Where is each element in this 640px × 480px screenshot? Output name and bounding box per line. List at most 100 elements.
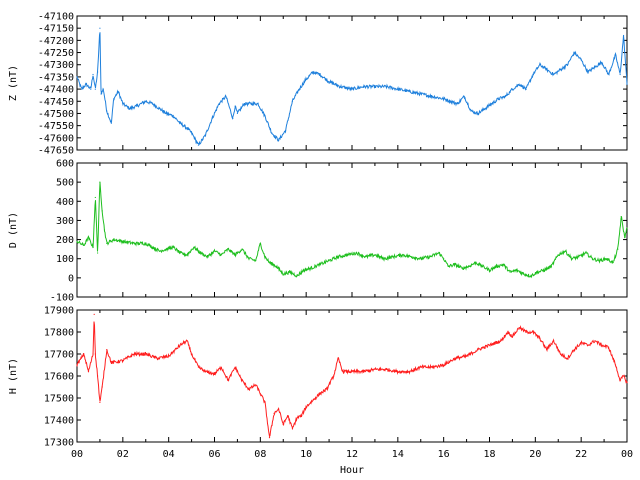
y-tick-label-z: -47450 [38, 97, 74, 108]
data-point-h [465, 355, 468, 357]
y-tick-label-h: 17600 [44, 372, 74, 383]
y-tick-label-h: 17300 [44, 438, 74, 449]
data-point-z [470, 110, 472, 112]
data-point-z [587, 71, 589, 73]
data-point-z [97, 71, 99, 73]
data-point-h [619, 379, 621, 381]
data-point-h [259, 393, 261, 395]
data-point-z [449, 100, 452, 102]
y-tick-label-z: -47250 [38, 48, 74, 59]
data-point-h [342, 371, 344, 373]
data-point-h [539, 338, 541, 340]
data-point-z [443, 98, 445, 100]
data-point-h [477, 349, 479, 351]
data-point-d [355, 252, 358, 254]
data-point-z [328, 81, 330, 83]
data-point-z [271, 132, 273, 134]
y-tick-label-z: -47400 [38, 85, 74, 96]
data-point-h [420, 366, 422, 368]
data-point-d [578, 256, 580, 258]
data-point-h [580, 342, 582, 344]
data-point-z [362, 86, 365, 88]
data-point-d [99, 181, 101, 183]
data-point-h [566, 357, 569, 359]
data-point-h [594, 340, 596, 342]
data-point-d [585, 252, 587, 254]
y-tick-label-z: -47300 [38, 60, 74, 71]
data-point-h [546, 349, 548, 351]
data-point-d [83, 244, 85, 246]
data-point-d [87, 237, 90, 239]
data-point-z [264, 115, 266, 117]
data-point-d [186, 254, 188, 256]
data-point-z [397, 88, 399, 90]
data-point-z [99, 27, 101, 29]
y-tick-label-d: 600 [56, 159, 74, 170]
data-point-d [598, 260, 601, 262]
data-point-z [525, 88, 527, 90]
data-point-z [566, 64, 569, 66]
data-point-d [509, 271, 511, 273]
data-point-d [220, 254, 222, 256]
panel-h: 17900 17800 17700 17600 17500 17400 17300 H (nT… [8, 306, 633, 477]
data-point-d [626, 227, 628, 229]
x-tick-label: 12 [346, 449, 358, 460]
data-point-z [152, 103, 154, 105]
y-axis-label-d: D (nT) [8, 212, 19, 248]
data-point-z [339, 86, 342, 88]
data-point-h [106, 349, 108, 351]
data-point-d [447, 265, 449, 267]
data-point-h [431, 366, 433, 368]
data-point-h [507, 331, 509, 333]
data-point-d [461, 267, 463, 269]
data-point-d [97, 252, 99, 254]
data-point-h [408, 371, 410, 373]
data-point-h [511, 335, 514, 337]
y-tick-label-h: 17900 [44, 306, 74, 317]
data-point-h [500, 340, 502, 342]
data-point-d [158, 250, 161, 252]
data-point-z [532, 73, 534, 76]
data-point-d [488, 269, 491, 271]
data-point-z [85, 83, 87, 85]
data-point-h [573, 349, 575, 351]
data-point-d [122, 240, 124, 243]
y-tick-label-d: -100 [50, 293, 74, 304]
data-point-z [102, 88, 104, 90]
data-point-z [594, 66, 596, 68]
data-point-h [326, 388, 328, 390]
data-point-h [614, 364, 617, 366]
data-point-z [484, 107, 486, 110]
data-point-z [236, 112, 239, 115]
data-point-h [213, 373, 216, 375]
data-point-h [197, 366, 200, 368]
data-point-d [502, 263, 504, 266]
data-point-z [145, 100, 147, 102]
data-point-h [351, 371, 353, 373]
data-point-d [564, 250, 566, 252]
data-point-z [122, 103, 124, 105]
data-point-h [626, 382, 628, 384]
data-point-z [225, 95, 227, 97]
data-point-h [282, 423, 284, 425]
data-point-d [550, 265, 552, 267]
data-point-h [559, 353, 562, 355]
data-point-d [193, 246, 195, 248]
data-point-h [97, 375, 99, 377]
data-point-d [620, 216, 622, 218]
data-point-h [122, 360, 124, 362]
data-point-z [374, 86, 376, 88]
data-point-z [319, 73, 321, 76]
data-point-z [559, 69, 562, 71]
data-point-z [234, 105, 236, 107]
data-point-z [80, 88, 83, 90]
x-tick-label: 08 [254, 449, 266, 460]
data-point-d [612, 261, 614, 264]
data-point-d [346, 254, 349, 256]
data-point-z [298, 88, 300, 90]
x-tick-label: 00 [621, 449, 633, 460]
data-point-z [211, 117, 213, 119]
data-point-z [129, 107, 131, 110]
data-point-z [491, 103, 493, 105]
